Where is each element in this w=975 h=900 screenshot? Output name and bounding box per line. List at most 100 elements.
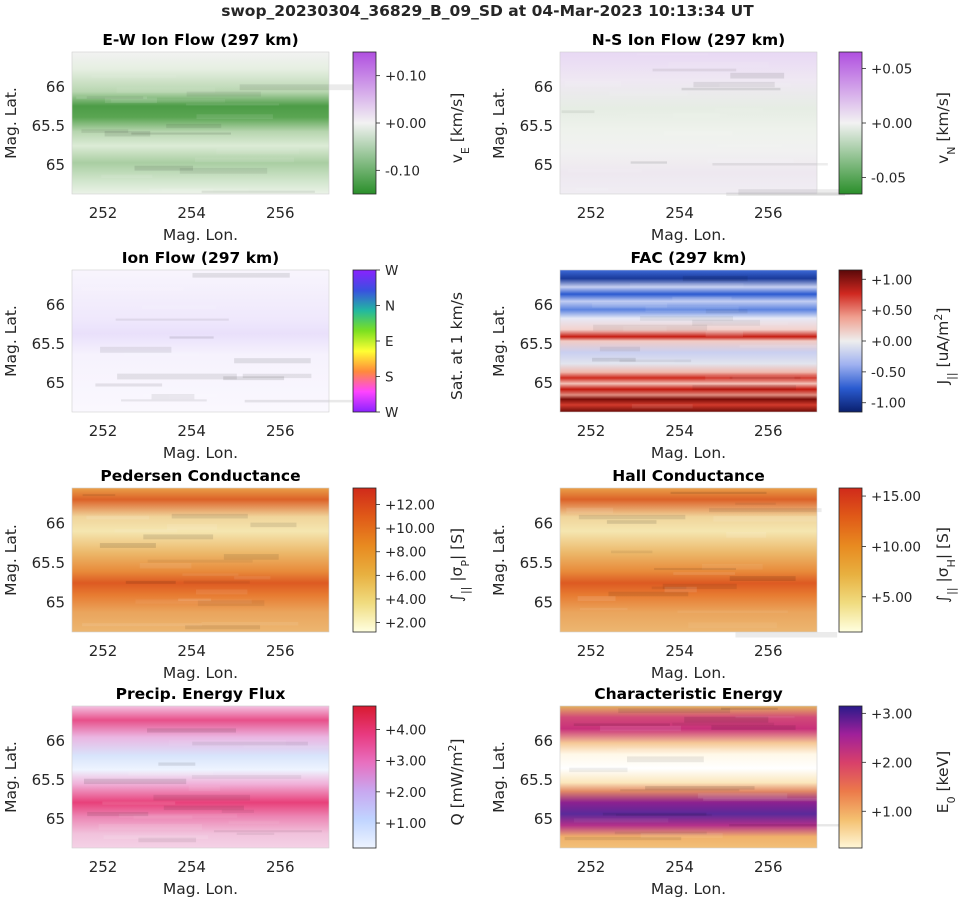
y-axis-label: Mag. Lat. [490, 741, 508, 813]
heatmap-texture [630, 161, 668, 164]
heatmap-texture [186, 103, 280, 106]
heatmap-texture [161, 188, 249, 194]
heatmap-texture [569, 767, 628, 773]
y-tick-label: 66 [534, 732, 553, 750]
y-tick-label: 65 [46, 374, 65, 392]
heatmap-texture [645, 786, 755, 790]
heatmap-texture [116, 87, 216, 94]
heatmap-texture [221, 809, 254, 814]
heatmap-texture [735, 502, 776, 505]
x-tick-label: 252 [89, 642, 118, 660]
colorbar-tick-label: +4.00 [385, 722, 426, 738]
axes-frame [559, 51, 818, 195]
heatmap-texture [186, 91, 261, 97]
heatmap-texture [131, 132, 232, 135]
colorbar-tick-label: +0.00 [871, 116, 912, 132]
heatmap-texture [616, 748, 721, 751]
colorbar-tick-label: W [385, 405, 398, 421]
colorbar-tick-label: +10.00 [385, 521, 435, 537]
heatmap-image [72, 706, 329, 848]
heatmap-texture [228, 820, 280, 824]
heatmap-texture [188, 785, 220, 791]
heatmap-texture [615, 813, 712, 817]
colorbar [838, 487, 863, 633]
heatmap-texture [618, 708, 731, 714]
y-axis-label: Mag. Lat. [490, 87, 508, 159]
heatmap-texture [166, 123, 222, 129]
y-tick-label: 65.5 [32, 771, 65, 789]
colorbar [352, 487, 377, 633]
heatmap-texture [158, 762, 196, 766]
heatmap-texture [662, 583, 737, 590]
heatmap-texture [128, 771, 214, 776]
x-tick-label: 254 [665, 642, 694, 660]
heatmap-texture [234, 576, 271, 580]
heatmap-texture [138, 837, 197, 843]
heatmap-texture [654, 567, 737, 571]
heatmap-texture [664, 586, 697, 593]
x-tick-label: 254 [177, 422, 206, 440]
y-axis-label: Mag. Lat. [2, 741, 20, 813]
heatmap-texture [670, 491, 767, 494]
heatmap-texture [620, 789, 740, 792]
x-tick-label: 252 [577, 204, 606, 222]
heatmap-texture [592, 357, 636, 362]
heatmap-texture [196, 114, 273, 120]
heatmap-texture [87, 811, 149, 817]
x-tick-label: 252 [577, 642, 606, 660]
figure-title: swop_20230304_36829_B_09_SD at 04-Mar-20… [221, 2, 754, 20]
heatmap-texture [201, 621, 299, 626]
heatmap-texture [151, 393, 195, 400]
heatmap-texture [606, 520, 657, 524]
heatmap-texture [578, 514, 686, 520]
heatmap-texture [721, 707, 778, 710]
y-tick-label: 65 [46, 594, 65, 612]
colorbar-tick-label: +5.00 [871, 590, 912, 606]
heatmap-texture [732, 376, 795, 380]
heatmap-texture [167, 524, 218, 530]
x-tick-label: 254 [665, 858, 694, 876]
heatmap-texture [726, 531, 767, 538]
heatmap-texture [101, 174, 153, 178]
colorbar-tick-label: +0.05 [871, 61, 912, 77]
heatmap-texture [76, 96, 148, 100]
colorbar-tick-label: -0.50 [871, 365, 906, 381]
axes-frame [71, 705, 330, 849]
heatmap-texture [561, 110, 595, 114]
heatmap-texture [141, 305, 217, 310]
heatmap-texture [715, 107, 764, 112]
heatmap-texture [629, 283, 744, 288]
heatmap-texture [705, 309, 748, 314]
colorbar-tick-label: -0.10 [385, 163, 420, 179]
panel-fac-297-km: FAC (297 km) 252 254 256 66 65.5 65 Mag. Lon. Ma… [490, 249, 958, 462]
heatmap-texture [626, 113, 727, 116]
heatmap-texture [239, 84, 355, 91]
axes-frame [559, 487, 818, 633]
panel-n-s-ion-flow-297-km: N-S Ion Flow (297 km) 252 254 256 66 65.5 65 Ma… [490, 31, 958, 244]
heatmap-texture [147, 728, 236, 733]
heatmap-texture [692, 384, 797, 391]
heatmap-texture [201, 190, 315, 193]
y-tick-label: 66 [46, 296, 65, 314]
heatmap-texture [191, 774, 302, 779]
heatmap-image [560, 706, 817, 848]
x-tick-label: 254 [665, 204, 694, 222]
x-tick-label: 252 [577, 858, 606, 876]
colorbar-tick-label: +2.00 [871, 755, 912, 771]
heatmap-texture [83, 778, 187, 785]
y-axis-label: Mag. Lat. [2, 524, 20, 596]
colorbar-tick-label: +3.00 [385, 754, 426, 770]
x-axis-label: Mag. Lon. [651, 664, 726, 682]
heatmap-texture [192, 741, 308, 746]
colorbar-tick-label: W [385, 263, 398, 279]
heatmap-texture [567, 169, 642, 173]
colorbar-tick-label: +1.00 [871, 272, 912, 288]
heatmap-texture [640, 316, 734, 321]
heatmap-texture [234, 358, 311, 364]
heatmap-texture [82, 623, 202, 627]
y-tick-label: 65.5 [520, 554, 553, 572]
heatmap-texture [636, 53, 709, 56]
panel-title: Ion Flow (297 km) [122, 249, 280, 267]
heatmap-texture [164, 271, 260, 275]
heatmap-texture [244, 399, 353, 403]
